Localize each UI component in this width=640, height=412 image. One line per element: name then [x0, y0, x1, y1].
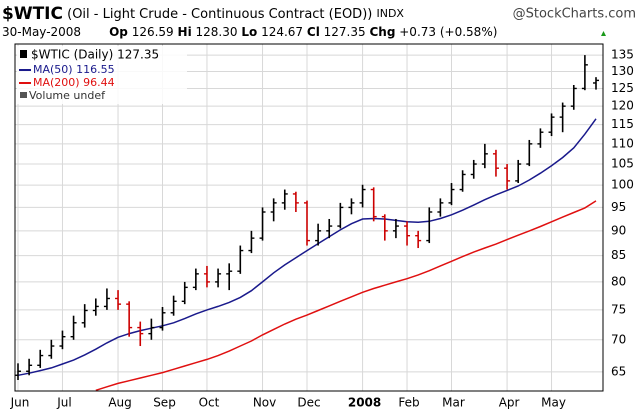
x-tick-label: Aug — [108, 396, 131, 410]
label: Lo — [241, 25, 257, 39]
header-line: $WTIC (Oil - Light Crude - Continuous Co… — [2, 4, 404, 24]
ma-line — [95, 200, 597, 392]
quote-line: 30-May-2008 Op 126.59 Hi 128.30 Lo 124.67… — [2, 25, 497, 39]
up-arrow — [601, 31, 606, 36]
x-tick-label: Jun — [10, 396, 30, 410]
y-tick-label: 90 — [611, 223, 626, 237]
date: 30-May-2008 — [2, 25, 81, 39]
x-tick-label: Nov — [253, 396, 276, 410]
x-tick-label: May — [541, 396, 566, 410]
legend-bg — [17, 46, 187, 104]
x-tick-label: Dec — [297, 396, 320, 410]
value: 128.30 — [196, 25, 238, 39]
value: 124.67 — [261, 25, 303, 39]
legend-label: $WTIC (Daily) 127.35 — [31, 48, 159, 62]
y-tick-label: 80 — [611, 274, 626, 288]
x-tick-label: Jul — [56, 396, 71, 410]
ma-line — [17, 118, 597, 377]
y-tick-label: 100 — [611, 178, 634, 192]
value: 127.35 — [324, 25, 366, 39]
x-tick-label: Oct — [199, 396, 220, 410]
y-tick-label: 115 — [611, 117, 634, 131]
y-tick-label: 95 — [611, 200, 626, 214]
x-tick-label: Sep — [153, 396, 176, 410]
y-tick-label: 110 — [611, 136, 634, 150]
y-tick-label: 135 — [611, 48, 634, 62]
y-tick-label: 105 — [611, 157, 634, 171]
plot-area — [15, 44, 603, 392]
x-tick-label: Feb — [398, 396, 419, 410]
label: Op — [109, 25, 128, 39]
x-tick-label: Mar — [442, 396, 465, 410]
legend-icon — [20, 50, 27, 58]
y-tick-label: 70 — [611, 332, 626, 346]
label: Hi — [178, 25, 192, 39]
y-tick-label: 125 — [611, 81, 634, 95]
x-tick-label: Apr — [499, 396, 520, 410]
chart-title: $WTIC — [2, 4, 63, 24]
value: (+0.58%) — [440, 25, 498, 39]
exchange: INDX — [376, 7, 404, 20]
y-tick-label: 65 — [611, 364, 626, 378]
y-tick-label: 75 — [611, 302, 626, 316]
label: Cl — [307, 25, 320, 39]
legend-label: MA(200) 96.44 — [33, 76, 115, 89]
label: Chg — [369, 25, 395, 39]
plot-frame — [14, 43, 604, 392]
value: +0.73 — [399, 25, 436, 39]
legend-label: MA(50) 116.55 — [33, 63, 115, 76]
x-tick-label: 2008 — [348, 396, 381, 410]
legend-label: Volume undef — [29, 89, 106, 102]
value: 126.59 — [132, 25, 174, 39]
chart-subtitle: (Oil - Light Crude - Continuous Contract… — [67, 7, 372, 22]
volume-icon — [20, 92, 27, 98]
y-tick-label: 85 — [611, 248, 626, 262]
y-tick-label: 120 — [611, 99, 634, 113]
source: @StockCharts.com — [513, 7, 636, 22]
y-tick-label: 130 — [611, 64, 634, 78]
